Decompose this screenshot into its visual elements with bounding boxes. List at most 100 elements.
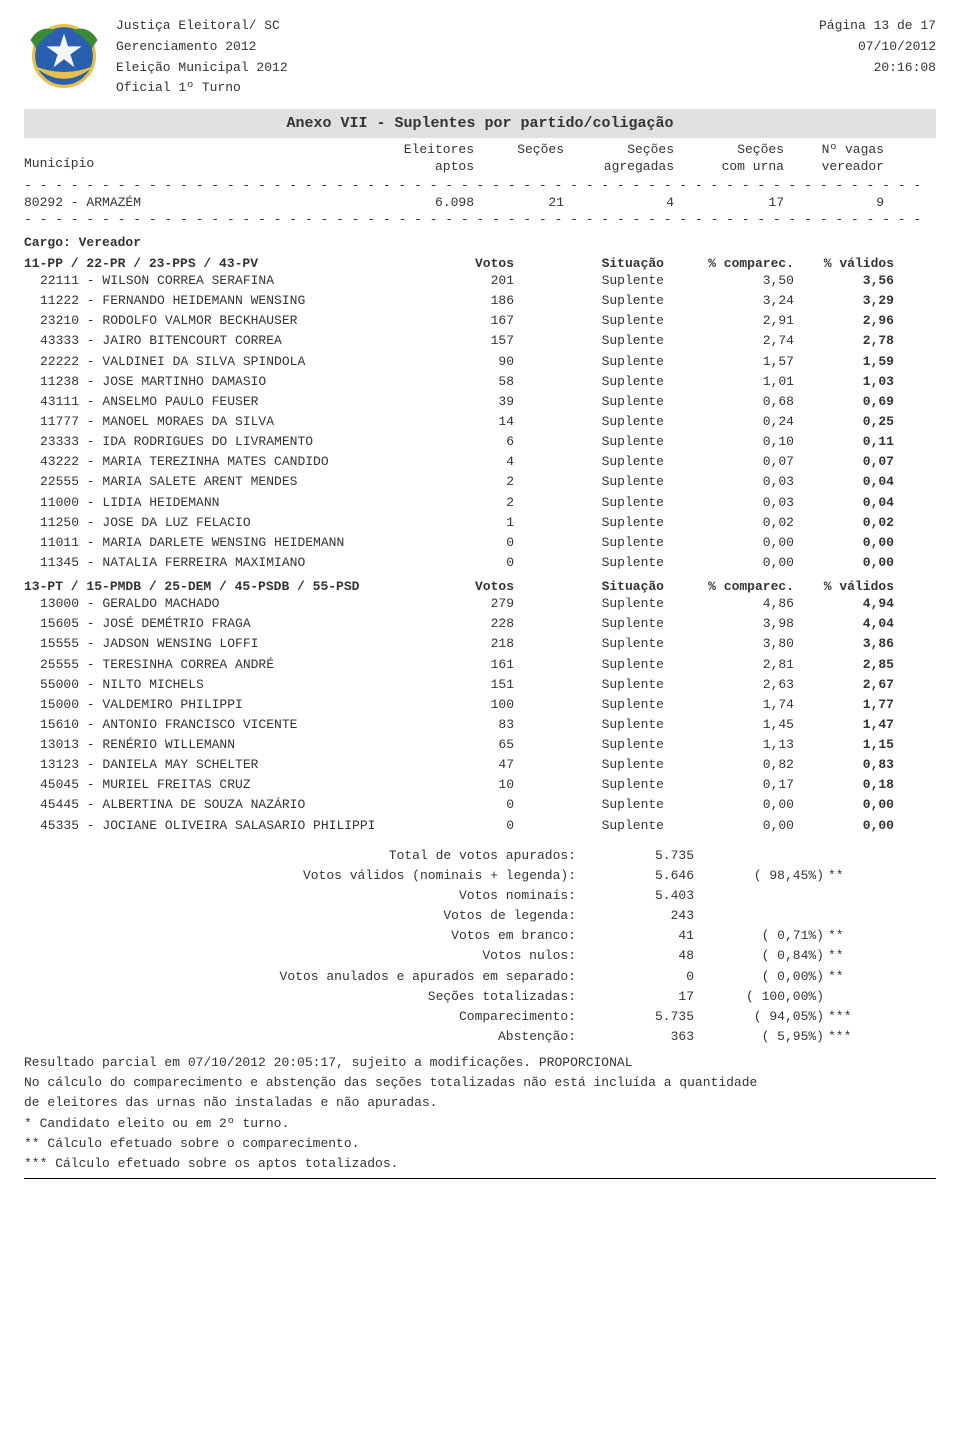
candidate-situacao: Suplente — [514, 553, 664, 573]
candidate-comparec: 0,17 — [664, 775, 794, 795]
candidate-votos: 0 — [414, 816, 514, 836]
candidate-label: 15000 - VALDEMIRO PHILIPPI — [24, 695, 414, 715]
candidate-row: 11000 - LIDIA HEIDEMANN2Suplente0,030,04 — [24, 493, 936, 513]
candidate-row: 22555 - MARIA SALETE ARENT MENDES2Suplen… — [24, 472, 936, 492]
candidate-label: 11000 - LIDIA HEIDEMANN — [24, 493, 414, 513]
candidate-situacao: Suplente — [514, 452, 664, 472]
candidate-situacao: Suplente — [514, 352, 664, 372]
candidate-votos: 157 — [414, 331, 514, 351]
header-left: Justiça Eleitoral/ SC Gerenciamento 2012… — [24, 16, 288, 99]
candidate-votos: 0 — [414, 533, 514, 553]
col-vagas: Nº vagas vereador — [784, 142, 884, 176]
election-name: Eleição Municipal 2012 — [116, 58, 288, 79]
candidate-row: 15555 - JADSON WENSING LOFFI218Suplente3… — [24, 634, 936, 654]
candidate-votos: 228 — [414, 614, 514, 634]
candidate-votos: 39 — [414, 392, 514, 412]
candidate-label: 22111 - WILSON CORREA SERAFINA — [24, 271, 414, 291]
candidate-validos: 1,15 — [794, 735, 894, 755]
total-row: Votos em branco:41( 0,71%)** — [24, 926, 936, 946]
candidate-validos: 0,04 — [794, 493, 894, 513]
footer-line-6: *** Cálculo efetuado sobre os aptos tota… — [24, 1154, 936, 1174]
report-date: 07/10/2012 — [819, 37, 936, 58]
candidate-validos: 2,78 — [794, 331, 894, 351]
municipio-row: 80292 - ARMAZÉM 6.098 21 4 17 9 — [24, 195, 936, 210]
candidate-validos: 1,47 — [794, 715, 894, 735]
footer-line-5: ** Cálculo efetuado sobre o comparecimen… — [24, 1134, 936, 1154]
candidate-validos: 1,03 — [794, 372, 894, 392]
candidate-label: 15610 - ANTONIO FRANCISCO VICENTE — [24, 715, 414, 735]
candidate-votos: 2 — [414, 493, 514, 513]
col-situacao: Situação — [514, 256, 664, 271]
candidate-row: 25555 - TERESINHA CORREA ANDRÉ161Suplent… — [24, 655, 936, 675]
total-pct: ( 5,95%) — [694, 1027, 824, 1047]
candidate-comparec: 1,13 — [664, 735, 794, 755]
candidate-situacao: Suplente — [514, 675, 664, 695]
candidate-row: 45335 - JOCIANE OLIVEIRA SALASARIO PHILI… — [24, 816, 936, 836]
candidate-situacao: Suplente — [514, 331, 664, 351]
total-pct — [694, 846, 824, 866]
management-year: Gerenciamento 2012 — [116, 37, 288, 58]
candidate-row: 13013 - RENÉRIO WILLEMANN65Suplente1,131… — [24, 735, 936, 755]
candidate-comparec: 1,74 — [664, 695, 794, 715]
candidate-validos: 0,00 — [794, 816, 894, 836]
candidate-row: 11238 - JOSE MARTINHO DAMASIO58Suplente1… — [24, 372, 936, 392]
candidate-votos: 90 — [414, 352, 514, 372]
candidate-row: 13123 - DANIELA MAY SCHELTER47Suplente0,… — [24, 755, 936, 775]
candidate-label: 15605 - JOSÉ DEMÉTRIO FRAGA — [24, 614, 414, 634]
candidate-situacao: Suplente — [514, 816, 664, 836]
candidate-votos: 0 — [414, 795, 514, 815]
candidate-validos: 1,59 — [794, 352, 894, 372]
total-row: Comparecimento:5.735( 94,05%)*** — [24, 1007, 936, 1027]
total-star — [824, 846, 868, 866]
candidate-votos: 65 — [414, 735, 514, 755]
col-votos: Votos — [414, 256, 514, 271]
total-row: Votos nulos:48( 0,84%)** — [24, 946, 936, 966]
candidate-votos: 6 — [414, 432, 514, 452]
candidate-row: 45445 - ALBERTINA DE SOUZA NAZÁRIO0Suple… — [24, 795, 936, 815]
total-row: Votos válidos (nominais + legenda):5.646… — [24, 866, 936, 886]
candidate-label: 22555 - MARIA SALETE ARENT MENDES — [24, 472, 414, 492]
candidate-validos: 4,04 — [794, 614, 894, 634]
total-label: Votos válidos (nominais + legenda): — [24, 866, 584, 886]
candidate-comparec: 0,00 — [664, 553, 794, 573]
candidate-label: 13123 - DANIELA MAY SCHELTER — [24, 755, 414, 775]
candidate-votos: 186 — [414, 291, 514, 311]
col-comparec: % comparec. — [664, 256, 794, 271]
candidate-label: 13000 - GERALDO MACHADO — [24, 594, 414, 614]
municipio-label: 80292 - ARMAZÉM — [24, 195, 364, 210]
total-label: Total de votos apurados: — [24, 846, 584, 866]
candidate-validos: 2,67 — [794, 675, 894, 695]
col-vagas-r2: vereador — [784, 159, 884, 176]
total-row: Votos de legenda:243 — [24, 906, 936, 926]
candidate-validos: 0,18 — [794, 775, 894, 795]
group-header: 13-PT / 15-PMDB / 25-DEM / 45-PSDB / 55-… — [24, 579, 936, 594]
report-title: Anexo VII - Suplentes por partido/coliga… — [24, 109, 936, 138]
candidate-label: 55000 - NILTO MICHELS — [24, 675, 414, 695]
municipio-eleitores: 6.098 — [364, 195, 474, 210]
candidate-validos: 3,86 — [794, 634, 894, 654]
total-row: Votos nominais:5.403 — [24, 886, 936, 906]
candidate-comparec: 3,50 — [664, 271, 794, 291]
col-validos: % válidos — [794, 256, 894, 271]
candidate-situacao: Suplente — [514, 493, 664, 513]
col-municipio: Município — [24, 142, 364, 176]
col-situacao: Situação — [514, 579, 664, 594]
candidate-row: 15000 - VALDEMIRO PHILIPPI100Suplente1,7… — [24, 695, 936, 715]
footer-line-4: * Candidato eleito ou em 2º turno. — [24, 1114, 936, 1134]
total-label: Comparecimento: — [24, 1007, 584, 1027]
candidate-comparec: 1,45 — [664, 715, 794, 735]
candidate-label: 11250 - JOSE DA LUZ FELACIO — [24, 513, 414, 533]
total-pct: ( 98,45%) — [694, 866, 824, 886]
candidate-label: 22222 - VALDINEI DA SILVA SPINDOLA — [24, 352, 414, 372]
candidate-situacao: Suplente — [514, 311, 664, 331]
candidate-situacao: Suplente — [514, 755, 664, 775]
candidate-validos: 0,69 — [794, 392, 894, 412]
candidate-comparec: 0,82 — [664, 755, 794, 775]
total-label: Seções totalizadas: — [24, 987, 584, 1007]
candidate-votos: 151 — [414, 675, 514, 695]
candidate-validos: 0,07 — [794, 452, 894, 472]
justice-emblem-icon — [24, 16, 104, 96]
candidate-comparec: 1,57 — [664, 352, 794, 372]
total-label: Votos de legenda: — [24, 906, 584, 926]
totals-section: Total de votos apurados:5.735Votos válid… — [24, 846, 936, 1047]
